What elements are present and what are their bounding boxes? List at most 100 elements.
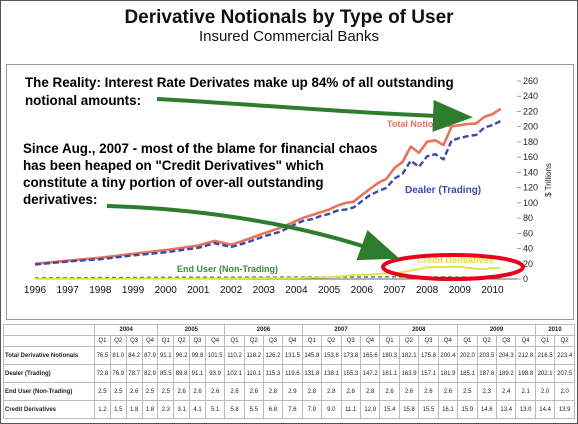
table-cell: 91.1 — [157, 346, 175, 365]
table-cell: 131.8 — [301, 364, 323, 383]
table-cell: 2.5 — [141, 382, 159, 401]
table-cell: 2.8 — [340, 382, 361, 401]
x-tick-label: 1997 — [57, 285, 80, 296]
table-quarter-header: Q2 — [476, 335, 498, 347]
table-cell: 185.1 — [457, 364, 478, 383]
table-quarter-row: Q1 Q2 Q3 Q4 Q1 Q2 Q3 Q4 Q1 Q2 Q3 Q4 Q1 Q2 Q3 Q4 Q1 Q2 Q3 Q4… — [3, 335, 575, 347]
x-tick-label: 2001 — [187, 285, 210, 296]
x-tick-label: 2003 — [253, 285, 276, 296]
table-cell: 2.9 — [282, 382, 303, 401]
table-quarter-header: Q4 — [141, 335, 159, 347]
table-year-header: 2004 — [93, 324, 159, 336]
y-tick-label: 140 — [523, 167, 538, 177]
x-tick-label: 2009 — [449, 285, 472, 296]
table-cell: 78.7 — [125, 364, 143, 383]
table-cell: 6.8 — [262, 400, 284, 419]
table-cell: 9.0 — [321, 400, 342, 419]
table-year-header: 2009 — [457, 324, 536, 336]
total-notionals-label: Total Notionals — [387, 119, 451, 129]
table-cell: 163.9 — [398, 364, 420, 383]
table-corner-cell — [3, 324, 95, 336]
table-quarter-header: Q4 — [204, 335, 226, 347]
reality-arrow — [156, 97, 473, 132]
y-tick-label: 80 — [523, 213, 533, 223]
y-tick-label: 260 — [523, 76, 538, 86]
table-cell: 182.1 — [398, 346, 420, 365]
x-tick-label: 2005 — [318, 285, 341, 296]
table-year-header: 2008 — [379, 324, 459, 336]
table-cell: 2.8 — [359, 382, 381, 401]
table-cell: 204.3 — [495, 346, 517, 365]
table-quarter-header: Q4 — [282, 335, 303, 347]
table-cell: 1.8 — [125, 400, 143, 419]
table-cell: 1.8 — [141, 400, 159, 419]
table-cell: 5.8 — [224, 400, 245, 419]
table-quarter-header: Q2 — [243, 335, 264, 347]
table-cell: 2.0 — [534, 382, 556, 401]
table-quarter-header: Q1 — [457, 335, 478, 347]
table-cell: 202.0 — [457, 346, 478, 365]
blame-arrow — [106, 204, 400, 261]
table-cell: 2.6 — [204, 382, 226, 401]
table-cell: 76.5 — [94, 346, 111, 365]
x-tick-label: 1998 — [89, 285, 112, 296]
y-axis-title: $ Trillions — [544, 163, 553, 197]
y-tick-label: 180 — [523, 137, 538, 147]
x-tick-label: 1996 — [24, 285, 47, 296]
table-cell: 7.9 — [301, 400, 323, 419]
table-cell: 147.2 — [359, 364, 381, 383]
table-cell: 131.5 — [282, 346, 303, 365]
table-cell: 14.4 — [534, 400, 556, 419]
table-row: Dealer (Trading) 72.8 76.9 78.7 82.9 85.5 89.8… — [3, 364, 575, 383]
table-quarter-header: Q1 — [301, 335, 323, 347]
table-cell: 89.8 — [173, 364, 191, 383]
dealer-trading-label: Dealer (Trading) — [405, 185, 481, 196]
table-cell: 189.2 — [495, 364, 517, 383]
table-cell: 175.8 — [418, 346, 439, 365]
y-tick-label: 0 — [523, 274, 528, 284]
chart-labels-layer: Total Notionals Dealer (Trading) End User … — [177, 119, 494, 274]
table-cell: 15.5 — [418, 400, 439, 419]
annotation-layer: The Reality: Interest Rate Derivates mak… — [23, 75, 525, 281]
table-quarter-header: Q1 — [94, 335, 111, 347]
table-row: Credit Derivatives 1.2 1.5 1.8 1.8 2.3 3.1 4.1 5… — [3, 400, 575, 419]
table-quarter-header: Q3 — [125, 335, 143, 347]
y-tick-label: 60 — [523, 228, 533, 238]
table-cell: 202.1 — [534, 364, 556, 383]
table-cell: 91.1 — [189, 364, 206, 383]
table-cell: 2.6 — [224, 382, 245, 401]
table-cell: 2.8 — [262, 382, 284, 401]
reality-annotation-line-2: notional amounts: — [25, 93, 141, 108]
table-quarter-header: Q2 — [554, 335, 575, 347]
x-tick-label: 2000 — [155, 285, 178, 296]
table-cell: 84.2 — [125, 346, 143, 365]
table-cell: 2.8 — [321, 382, 342, 401]
x-tick-label: 2007 — [383, 285, 406, 296]
table-cell: 13.0 — [515, 400, 536, 419]
table-cell: 2.5 — [157, 382, 175, 401]
table-quarter-header: Q3 — [418, 335, 439, 347]
table-cell: 2.3 — [157, 400, 175, 419]
table-cell: 12.9 — [359, 400, 381, 419]
table-cell: 216.5 — [534, 346, 556, 365]
x-tick-label: 2010 — [481, 285, 504, 296]
table-quarter-header: Q3 — [262, 335, 284, 347]
table-quarter-header: Q1 — [224, 335, 245, 347]
y-tick-label: 120 — [523, 183, 538, 193]
table-cell: 207.5 — [554, 364, 575, 383]
derivatives-line-chart: 0 20 40 60 80 100 120 140 160 180 200 220 240 260 $ Tr… — [23, 75, 553, 296]
table-cell: 198.8 — [515, 364, 536, 383]
table-cell: 13.4 — [495, 400, 517, 419]
table-quarter-header: Q4 — [359, 335, 381, 347]
reality-annotation-line-1: The Reality: Interest Rate Derivates mak… — [25, 75, 454, 90]
table-cell: 153.8 — [321, 346, 342, 365]
table-cell: 2.6 — [437, 382, 459, 401]
table-cell: 118.2 — [243, 346, 264, 365]
table-quarter-header: Q2 — [321, 335, 342, 347]
table-cell: 4.1 — [189, 400, 206, 419]
y-tick-label: 220 — [523, 106, 538, 116]
page-subtitle: Insured Commercial Banks — [198, 28, 380, 45]
table-cell: 181.9 — [437, 364, 459, 383]
table-year-row: 2004 2005 2006 2007 2008 2009 2010 — [3, 324, 576, 336]
table-quarter-header: Q2 — [173, 335, 191, 347]
